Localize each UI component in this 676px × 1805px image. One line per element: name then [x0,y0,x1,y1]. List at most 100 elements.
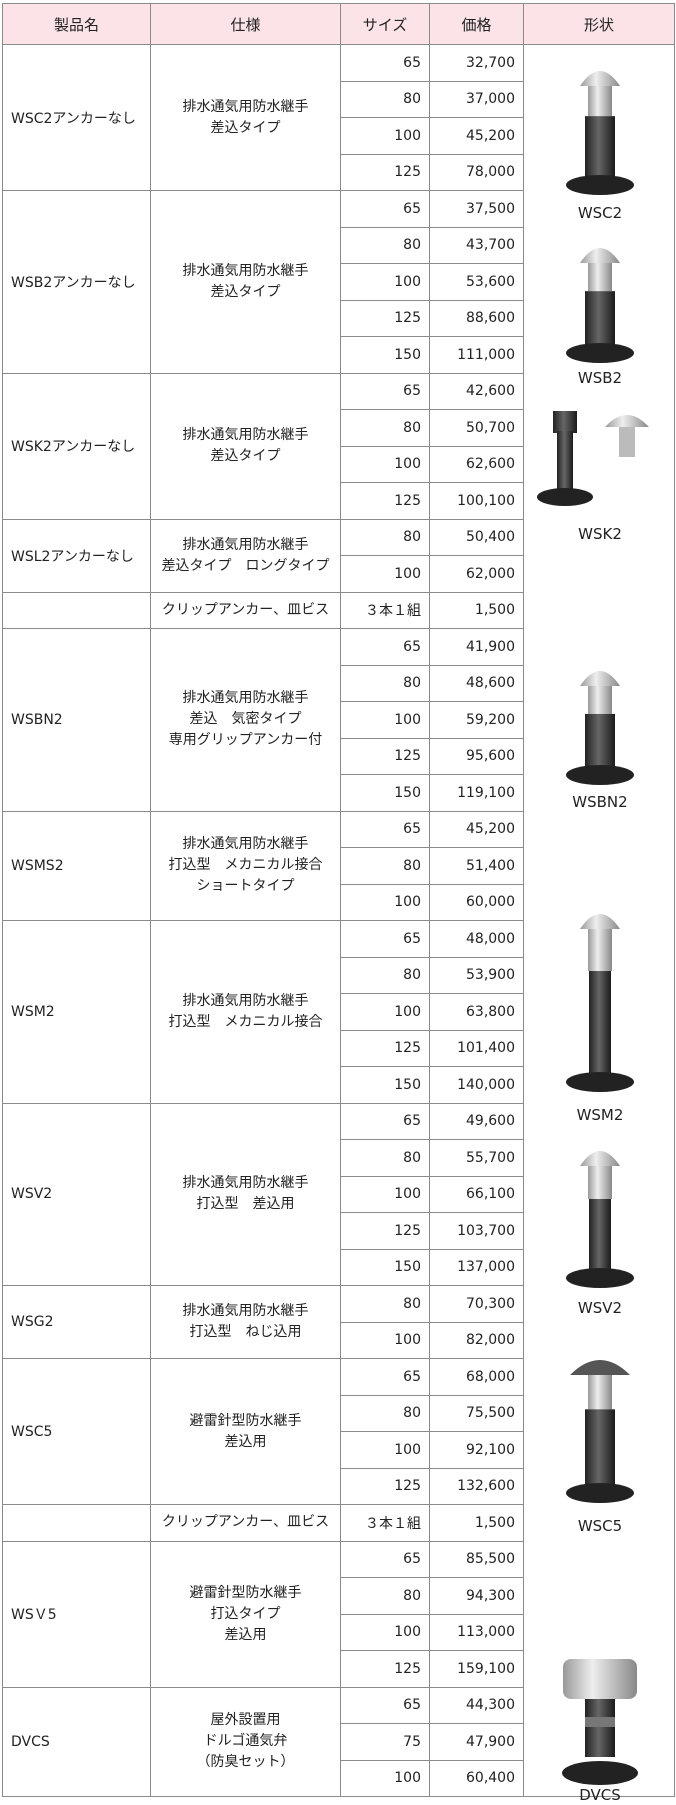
product-image [566,914,634,1092]
product-name: WSL2アンカーなし [2,518,151,593]
table-row: 100 62,600 [3,445,675,483]
size: 100 [340,555,430,593]
product-image [566,1360,634,1503]
table-row: WSL2アンカーなし 排水通気用防水継手 差込タイプ ロングタイプ 80 50,400 [2,518,675,593]
table-row: 100 113,000 [3,1613,675,1651]
size: 125 [340,482,430,520]
spec-line: 専用グリップアンカー付 [168,732,323,749]
size: 100 [340,1321,430,1359]
product-name: WSC2アンカーなし [2,44,151,191]
spec-line: 避雷針型防水継手 [189,1412,302,1429]
table-row: 125 103,700 [3,1212,675,1250]
product-name: WSG2 [2,1285,151,1359]
size: ３本１組 [340,591,430,629]
product-image [566,1151,634,1288]
table-row: 100 45,200 [3,117,675,155]
table-row: 80 37,000 [3,80,675,118]
spec-line: クリップアンカー、皿ビス [161,1514,330,1531]
spec-line: 打込型 ねじ込用 [189,1324,302,1340]
size: 80 [340,226,430,264]
size: 100 [340,701,430,739]
price: 111,000 [429,336,524,374]
spec-line: ショートタイプ [196,878,295,895]
size: 80 [340,664,430,702]
spec-line: 排水通気用防水継手 [182,427,309,443]
table-row: 80 94,300 [3,1577,675,1615]
spec-line: 排水通気用防水継手 [182,1175,309,1192]
price: 32,700 [429,44,524,82]
product-name: WSM2 [2,920,151,1104]
price: 47,900 [429,1723,524,1761]
size: 65 [340,1540,430,1578]
size: 65 [340,1358,430,1396]
table-row: WSC5 避雷針型防水継手 差込用 65 68,000 [2,1358,675,1505]
table-row: 80 48,600 [3,664,675,702]
spec-line: 差込用 [224,1626,267,1643]
price: 75,500 [429,1394,524,1432]
spec-line: 差込用 [224,1433,267,1450]
size: 100 [340,445,430,483]
spec-line: 打込型 メカニカル接合 [168,857,323,874]
table-row: 100 60,000 [3,883,675,921]
price: 159,100 [429,1650,524,1688]
spec-line: 差込タイプ [210,448,281,464]
table-row: WSMS2 排水通気用防水継手 打込型 メカニカル接合 ショートタイプ 65 45,200 [2,810,675,921]
spec: クリップアンカー、皿ビス [150,591,341,629]
spec: 屋外設置用 ドルゴ通気弁 （防臭セット） [150,1686,341,1797]
table-row: 125 95,600 [3,737,675,775]
size: 100 [340,883,430,921]
spec: 避雷針型防水継手 打込タイプ 差込用 [150,1540,341,1688]
product-image [566,71,634,195]
price: 101,400 [429,1029,524,1067]
spec-line: クリップアンカー、皿ビス [161,601,330,618]
size: 80 [340,518,430,556]
table-row: WSＶ5 避雷針型防水継手 打込タイプ 差込用 65 85,500 [2,1540,675,1688]
price: 53,900 [429,956,524,994]
spec-line: 差込タイプ [210,283,281,300]
table-row: 100 66,100 [3,1175,675,1213]
price: 50,700 [429,409,524,447]
price: 1,500 [429,1504,524,1542]
price: 60,000 [429,883,524,921]
price: 55,700 [429,1139,524,1177]
price: 43,700 [429,226,524,264]
spec-line: 排水通気用防水継手 [182,262,309,279]
table-row: 150 140,000 [3,1066,675,1104]
product-name: DVCS [2,1686,151,1797]
size: 100 [340,1613,430,1651]
table-row: 150 111,000 [3,336,675,374]
table-row: クリップアンカー、皿ビス ３本１組 1,500 [2,1504,675,1542]
price: 132,600 [429,1467,524,1505]
product-image [562,1659,638,1785]
spec-line: 排水通気用防水継手 [182,1303,309,1319]
table-row: 80 50,700 [3,409,675,447]
spec: 排水通気用防水継手 差込タイプ [150,44,341,191]
spec-line: 排水通気用防水継手 [182,992,309,1009]
price: 66,100 [429,1175,524,1213]
price: 92,100 [429,1431,524,1469]
size: 80 [340,956,430,994]
spec: 排水通気用防水継手 打込型 メカニカル接合 [150,920,341,1104]
product-label: WSM2 [576,1106,624,1124]
price: 48,600 [429,664,524,702]
price: 95,600 [429,737,524,775]
price: 137,000 [429,1248,524,1286]
product-name: WSＶ5 [2,1540,151,1688]
size: 80 [340,847,430,885]
table-row: 100 60,400 [3,1759,675,1797]
size: 65 [340,372,430,410]
product-name: WSB2アンカーなし [2,190,151,374]
price: 41,900 [429,628,524,666]
spec-line: 排水通気用防水継手 [182,536,309,553]
price: 119,100 [429,774,524,812]
product-name [2,591,151,629]
price: 49,600 [429,1102,524,1140]
size: 125 [340,153,430,191]
price: 51,400 [429,847,524,885]
table-row: 100 53,600 [3,263,675,301]
product-label: WSV2 [577,1299,623,1317]
spec-line: 屋外設置用 [210,1712,281,1729]
table-row: WSBN2 排水通気用防水継手 差込 気密タイプ 専用グリップアンカー付 65 41,90… [2,628,675,812]
price: 37,500 [429,190,524,228]
